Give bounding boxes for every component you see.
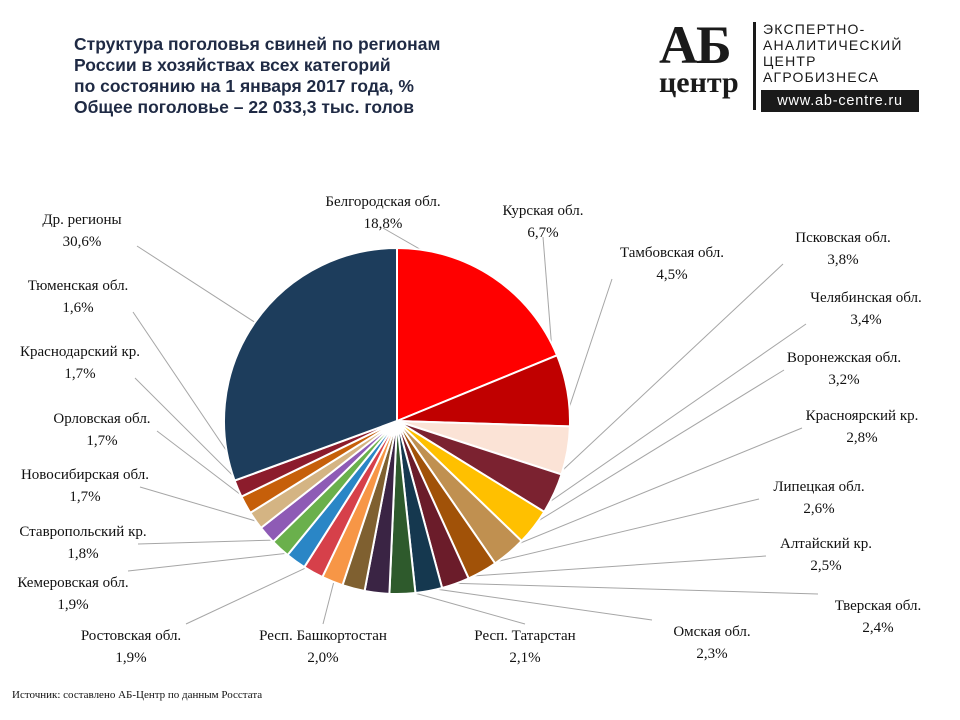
slice-label-value: 18,8% [364, 216, 403, 232]
slice-label-value: 2,0% [307, 650, 338, 666]
slice-label-name: Красноярский кр. [806, 408, 919, 424]
leader-line [402, 581, 819, 595]
slice-label-value: 1,8% [67, 546, 98, 562]
slice-label-name: Новосибирская обл. [21, 467, 149, 483]
slice-label-value: 30,6% [63, 234, 102, 250]
slice-label-value: 2,4% [862, 620, 893, 636]
slice-label-name: Тверская обл. [835, 598, 922, 614]
slice-label-name: Тюменская обл. [28, 278, 129, 294]
slice-label-value: 1,7% [86, 433, 117, 449]
leader-lines [127, 227, 819, 625]
slice-label-value: 2,3% [696, 646, 727, 662]
slice-label-value: 3,8% [827, 252, 858, 268]
slice-label-value: 2,6% [803, 501, 834, 517]
slice-label-value: 1,9% [57, 597, 88, 613]
slice-label-name: Тамбовская обл. [620, 245, 724, 261]
ab-centre-logo: АБ центр ЭКСПЕРТНО- АНАЛИТИЧЕСКИЙ ЦЕНТР … [655, 18, 925, 118]
slice-label-name: Челябинская обл. [810, 290, 922, 306]
slice-label-name: Орловская обл. [53, 411, 150, 427]
slice-label-name: Омская обл. [673, 624, 750, 640]
slice-label-name: Липецкая обл. [773, 479, 864, 495]
leader-line [542, 263, 784, 489]
slice-labels: Белгородская обл. 18,8% Курская обл. 6,7% Та… [17, 194, 921, 666]
slice-label-value: 2,8% [846, 430, 877, 446]
leader-line [136, 245, 266, 330]
slice-label-value: 1,7% [69, 489, 100, 505]
logo-caption: ЭКСПЕРТНО- АНАЛИТИЧЕСКИЙ ЦЕНТР АГРОБИЗНЕ… [763, 21, 903, 85]
title-line-4: Общее поголовье – 22 033,3 тыс. голов [74, 97, 414, 117]
logo-centr-mark: центр [659, 66, 739, 99]
leader-line [139, 486, 277, 528]
leader-line [476, 427, 803, 562]
slice-label-value: 3,4% [850, 312, 881, 328]
pie-slices [223, 246, 571, 595]
slice-label-name: Курская обл. [503, 203, 584, 219]
slice-label-name: Ставропольский кр. [19, 524, 146, 540]
leader-line [185, 561, 320, 625]
leader-line [426, 555, 767, 580]
chart-title: Структура поголовья свиней по регионам Р… [74, 34, 594, 118]
title-line-3: по состоянию на 1 января 2017 года, % [74, 76, 414, 96]
title-line-2: России в хозяйствах всех категорий [74, 55, 391, 75]
slice-label-name: Краснодарский кр. [20, 344, 140, 360]
logo-caption-line-3: ЦЕНТР [763, 53, 817, 69]
leader-line [500, 369, 785, 545]
slice-label-name: Др. регионы [42, 212, 121, 228]
pie-slice [396, 246, 559, 423]
leader-line [451, 498, 760, 573]
logo-caption-line-4: АГРОБИЗНЕСА [763, 69, 880, 85]
slice-label-name: Алтайский кр. [780, 536, 872, 552]
leader-line [127, 551, 303, 572]
slice-label-value: 3,2% [828, 372, 859, 388]
source-note: Источник: составлено АБ-Центр по данным … [12, 689, 263, 701]
slice-label-value: 1,9% [115, 650, 146, 666]
slice-label-value: 1,6% [62, 300, 93, 316]
slice-label-name: Псковская обл. [795, 230, 891, 246]
logo-ab-mark: АБ [659, 15, 732, 75]
slice-label-name: Респ. Татарстан [474, 628, 575, 644]
logo-url: www.ab-centre.ru [761, 90, 919, 112]
slice-label-name: Кемеровская обл. [17, 575, 128, 591]
pie-slice [223, 246, 398, 482]
slice-label-name: Воронежская обл. [787, 350, 901, 366]
logo-divider [753, 22, 756, 110]
slice-label-name: Белгородская обл. [325, 194, 440, 210]
slice-label-value: 1,7% [64, 366, 95, 382]
slice-label-name: Ростовская обл. [81, 628, 181, 644]
logo-caption-line-1: ЭКСПЕРТНО- [763, 21, 866, 37]
leader-line [137, 539, 289, 545]
leader-line [523, 323, 807, 521]
logo-caption-line-2: АНАЛИТИЧЕСКИЙ [763, 37, 903, 53]
title-line-1: Структура поголовья свиней по регионам [74, 34, 441, 54]
slice-label-value: 2,1% [509, 650, 540, 666]
slice-label-value: 6,7% [527, 225, 558, 241]
slice-label-value: 2,5% [810, 558, 841, 574]
slice-label-name: Респ. Башкортостан [259, 628, 387, 644]
slice-label-value: 4,5% [656, 267, 687, 283]
